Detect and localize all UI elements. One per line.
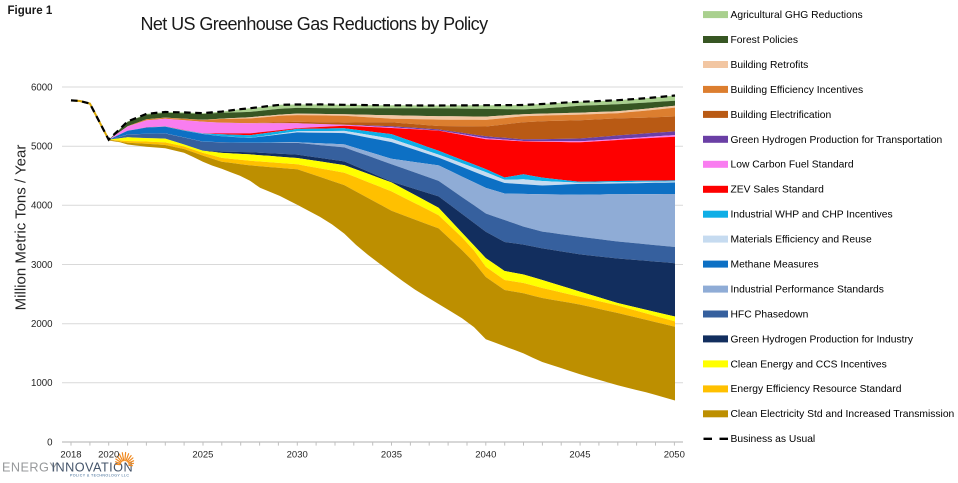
svg-text:Green Hydrogen Production for: Green Hydrogen Production for Industry (731, 334, 914, 345)
svg-text:Agricultural GHG Reductions: Agricultural GHG Reductions (731, 10, 863, 21)
svg-text:Building Efficiency Incentives: Building Efficiency Incentives (731, 85, 864, 96)
svg-text:ZEV Sales Standard: ZEV Sales Standard (731, 185, 825, 196)
svg-text:0: 0 (47, 437, 53, 448)
svg-text:2040: 2040 (475, 450, 496, 461)
svg-text:ENERGY: ENERGY (2, 461, 58, 475)
svg-text:POLICY & TECHNOLOGY LLC: POLICY & TECHNOLOGY LLC (70, 474, 129, 478)
svg-text:Industrial Performance Standar: Industrial Performance Standards (731, 284, 884, 295)
svg-text:2025: 2025 (192, 450, 213, 461)
svg-text:2030: 2030 (287, 450, 308, 461)
svg-text:HFC Phasedown: HFC Phasedown (731, 309, 809, 320)
svg-text:Forest Policies: Forest Policies (731, 35, 799, 46)
svg-text:Figure 1: Figure 1 (8, 5, 53, 17)
svg-text:Clean Energy and CCS Incentive: Clean Energy and CCS Incentives (731, 359, 887, 370)
svg-text:Industrial WHP and CHP Incenti: Industrial WHP and CHP Incentives (731, 210, 893, 221)
svg-text:Clean Electricity Std and Incr: Clean Electricity Std and Increased Tran… (731, 409, 955, 420)
svg-text:2045: 2045 (569, 450, 590, 461)
svg-text:Million Metric Tons / Year: Million Metric Tons / Year (13, 145, 30, 311)
svg-text:Building Retrofits: Building Retrofits (731, 60, 809, 71)
svg-text:1000: 1000 (31, 378, 53, 389)
svg-text:6000: 6000 (31, 82, 53, 93)
svg-text:4000: 4000 (31, 201, 53, 212)
svg-text:Green Hydrogen Production for: Green Hydrogen Production for Transporta… (731, 135, 943, 146)
svg-text:Energy Efficiency Resource Sta: Energy Efficiency Resource Standard (731, 384, 902, 395)
svg-text:Business as Usual: Business as Usual (731, 434, 816, 445)
svg-text:3000: 3000 (31, 260, 53, 271)
svg-text:5000: 5000 (31, 142, 53, 153)
svg-text:2018: 2018 (60, 450, 81, 461)
svg-text:Building Electrification: Building Electrification (731, 110, 832, 121)
svg-text:Net US Greenhouse Gas Reductio: Net US Greenhouse Gas Reductions by Poli… (141, 14, 489, 34)
svg-text:Low Carbon Fuel Standard: Low Carbon Fuel Standard (731, 160, 854, 171)
svg-text:2000: 2000 (31, 319, 53, 330)
svg-text:2020: 2020 (98, 450, 119, 461)
svg-text:2050: 2050 (664, 450, 685, 461)
svg-text:2035: 2035 (381, 450, 402, 461)
svg-text:Methane Measures: Methane Measures (731, 260, 819, 271)
svg-text:Materials Efficiency and Reuse: Materials Efficiency and Reuse (731, 235, 872, 246)
